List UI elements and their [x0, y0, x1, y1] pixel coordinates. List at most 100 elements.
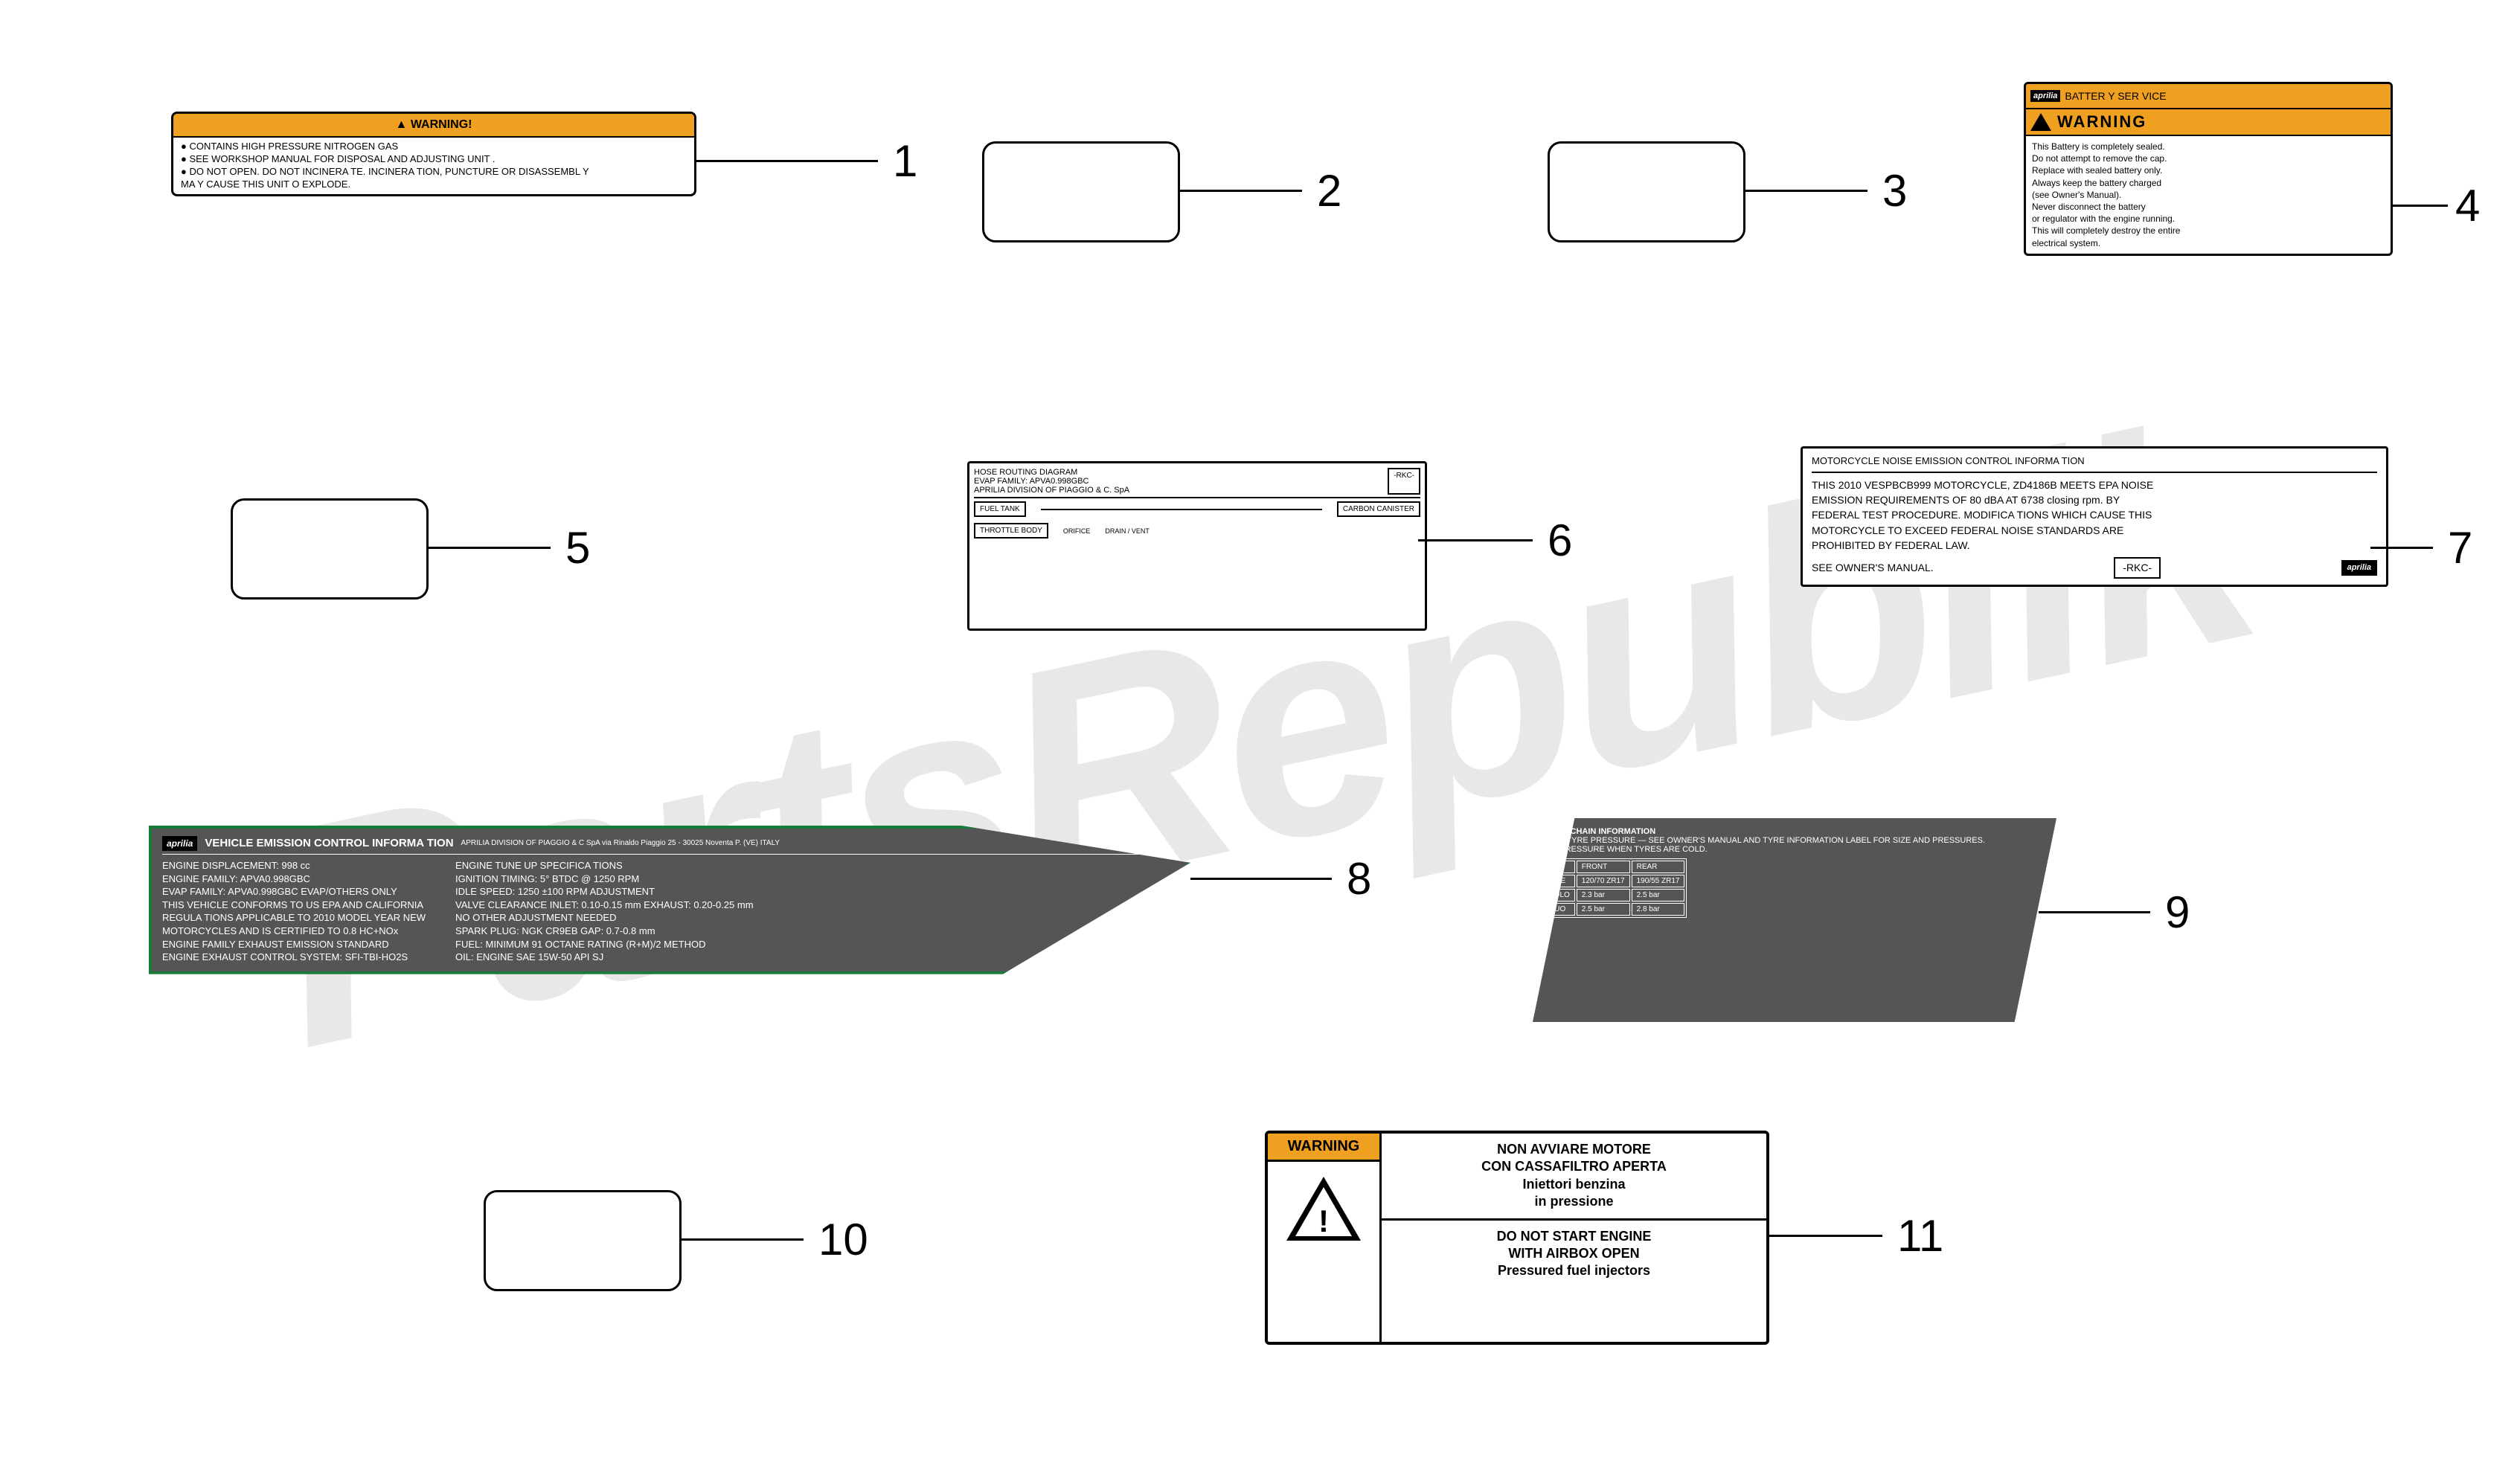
label11-italian: NON AVVIARE MOTORE CON CASSAFILTRO APERT…	[1382, 1134, 1766, 1221]
warning-triangle-icon	[2030, 113, 2051, 131]
label8-line: SPARK PLUG: NGK CR9EB GAP: 0.7-0.8 mm	[455, 925, 754, 938]
label1-line: ● CONTAINS HIGH PRESSURE NITROGEN GAS	[181, 141, 687, 153]
callout-number-10: 10	[818, 1214, 868, 1265]
label7-code: -RKC-	[2114, 557, 2161, 578]
label8-title: VEHICLE EMISSION CONTROL INFORMA TION	[205, 836, 453, 851]
label11-warning-text: WARNING	[1268, 1134, 1379, 1162]
label11-line: CON CASSAFILTRO APERTA	[1481, 1159, 1667, 1174]
label4-line: Do not attempt to remove the cap.	[2032, 152, 2385, 164]
label4-line: Always keep the battery charged	[2032, 177, 2385, 189]
cell: 2.5 bar	[1632, 889, 1685, 901]
label-placeholder-5	[231, 498, 429, 600]
label8-line: THIS VEHICLE CONFORMS TO US EPA AND CALI…	[162, 899, 426, 912]
label6-code: -RKC-	[1388, 468, 1420, 495]
label11-left: WARNING !	[1268, 1134, 1382, 1342]
label6-diagram-row2: THROTTLE BODY ORIFICE DRAIN / VENT	[974, 523, 1420, 539]
label4-line: or regulator with the engine running.	[2032, 213, 2385, 225]
label8-line: ENGINE FAMILY: APVA0.998GBC	[162, 872, 426, 886]
label11-line: Pressured fuel injectors	[1498, 1263, 1650, 1278]
label11-line: Iniettori benzina	[1522, 1177, 1625, 1192]
label8-line: ENGINE EXHAUST CONTROL SYSTEM: SFI-TBI-H…	[162, 951, 426, 964]
label9-title: TYRE / CHAIN INFORMATION	[1542, 827, 2048, 836]
leader-9	[2039, 911, 2150, 913]
label6-note: ORIFICE	[1063, 527, 1091, 535]
label8-line: NO OTHER ADJUSTMENT NEEDED	[455, 911, 754, 925]
cell	[1544, 861, 1575, 873]
leader-6	[1418, 539, 1533, 541]
leader-1	[695, 160, 878, 162]
label-hose-routing: HOSE ROUTING DIAGRAM EVAP FAMILY: APVA0.…	[967, 461, 1427, 631]
cell: 2.8 bar	[1632, 903, 1685, 916]
label4-body: This Battery is completely sealed. Do no…	[2026, 136, 2391, 254]
label7-line: THIS 2010 VESPBCB999 MOTORCYCLE, ZD4186B…	[1812, 478, 2377, 492]
label4-line: Replace with sealed battery only.	[2032, 164, 2385, 176]
label11-line: WITH AIRBOX OPEN	[1508, 1246, 1639, 1261]
label8-col-right: ENGINE TUNE UP SPECIFICA TIONS IGNITION …	[455, 859, 754, 963]
label8-brand: aprilia	[162, 836, 197, 851]
leader-4	[2391, 205, 2448, 207]
callout-number-2: 2	[1317, 165, 1341, 216]
label8-line: ENGINE TUNE UP SPECIFICA TIONS	[455, 859, 754, 872]
label7-footer: SEE OWNER'S MANUAL. -RKC- aprilia	[1812, 557, 2377, 578]
callout-number-3: 3	[1882, 165, 1907, 216]
callout-number-11: 11	[1897, 1210, 1943, 1261]
label-noise-emission: MOTORCYCLE NOISE EMISSION CONTROL INFORM…	[1801, 446, 2388, 587]
warning-triangle-icon: !	[1286, 1177, 1361, 1241]
label8-line: IGNITION TIMING: 5° BTDC @ 1250 RPM	[455, 872, 754, 886]
label7-line: EMISSION REQUIREMENTS OF 80 dBA AT 6738 …	[1812, 492, 2377, 507]
label11-line: DO NOT START ENGINE	[1497, 1229, 1652, 1244]
label8-col-left: ENGINE DISPLACEMENT: 998 cc ENGINE FAMIL…	[162, 859, 426, 963]
label-battery-warning: aprilia BATTER Y SER VICE WARNING This B…	[2024, 82, 2393, 256]
label8-line: OIL: ENGINE SAE 15W-50 API SJ	[455, 951, 754, 964]
label8-line: REGULA TIONS APPLICABLE TO 2010 MODEL YE…	[162, 911, 426, 925]
label4-line: electrical system.	[2032, 237, 2385, 249]
cell: REAR	[1632, 861, 1685, 873]
cell: FRONT	[1577, 861, 1630, 873]
label8-columns: ENGINE DISPLACEMENT: 998 cc ENGINE FAMIL…	[162, 859, 1177, 963]
hose-line	[1041, 509, 1322, 510]
label11-right: NON AVVIARE MOTORE CON CASSAFILTRO APERT…	[1382, 1134, 1766, 1342]
label8-line: FUEL: MINIMUM 91 OCTANE RATING (R+M)/2 M…	[455, 938, 754, 951]
label6-title: HOSE ROUTING DIAGRAM	[974, 468, 1129, 477]
label4-top: aprilia BATTER Y SER VICE	[2026, 84, 2391, 109]
label6-header: HOSE ROUTING DIAGRAM EVAP FAMILY: APVA0.…	[974, 468, 1420, 498]
label4-line: This will completely destroy the entire	[2032, 225, 2385, 237]
label9-line: SET PRESSURE WHEN TYRES ARE COLD.	[1542, 845, 2048, 854]
label4-line: Never disconnect the battery	[2032, 201, 2385, 213]
label8-line: MOTORCYCLES AND IS CERTIFIED TO 0.8 HC+N…	[162, 925, 426, 938]
label11-line: in pressione	[1534, 1194, 1613, 1209]
callout-number-5: 5	[565, 522, 590, 573]
cell: 190/55 ZR17	[1632, 875, 1685, 887]
label1-line: ● DO NOT OPEN. DO NOT INCINERA TE. INCIN…	[181, 166, 687, 179]
callout-number-4: 4	[2455, 180, 2480, 231]
label6-subtitle: EVAP FAMILY: APVA0.998GBC	[974, 477, 1129, 486]
label-vehicle-emission-wrap: aprilia VEHICLE EMISSION CONTROL INFORMA…	[149, 826, 1190, 974]
label11-english: DO NOT START ENGINE WITH AIRBOX OPEN Pre…	[1382, 1221, 1766, 1288]
leader-5	[427, 547, 551, 549]
label-shock-warning: ▲ WARNING! ● CONTAINS HIGH PRESSURE NITR…	[171, 112, 696, 196]
callout-number-8: 8	[1347, 853, 1371, 904]
label6-diagram: FUEL TANK CARBON CANISTER	[974, 501, 1420, 517]
label-vehicle-emission: aprilia VEHICLE EMISSION CONTROL INFORMA…	[149, 826, 1190, 974]
cell: DUO	[1544, 903, 1575, 916]
label1-body: ● CONTAINS HIGH PRESSURE NITROGEN GAS ● …	[173, 138, 694, 194]
label8-line: ENGINE FAMILY EXHAUST EMISSION STANDARD	[162, 938, 426, 951]
callout-number-9: 9	[2165, 887, 2190, 938]
cell: SOLO	[1544, 889, 1575, 901]
leader-11	[1766, 1235, 1882, 1237]
callout-number-1: 1	[893, 135, 917, 187]
exclamation-icon: !	[1318, 1203, 1329, 1239]
label4-brand: aprilia	[2030, 90, 2060, 102]
leader-8	[1190, 878, 1332, 880]
label-tyre-info: TYRE / CHAIN INFORMATION COLD TYRE PRESS…	[1533, 818, 2056, 1022]
leader-3	[1744, 190, 1867, 192]
cell: SIZE	[1544, 875, 1575, 887]
label7-line: PROHIBITED BY FEDERAL LAW.	[1812, 538, 2377, 553]
label8-subtitle: APRILIA DIVISION OF PIAGGIO & C SpA via …	[461, 838, 780, 849]
label9-table: FRONTREAR SIZE120/70 ZR17190/55 ZR17 SOL…	[1542, 858, 1687, 918]
label-airbox-warning: WARNING ! NON AVVIARE MOTORE CON CASSAFI…	[1265, 1131, 1769, 1345]
label7-line: SEE OWNER'S MANUAL.	[1812, 560, 1934, 575]
label1-band: ▲ WARNING!	[173, 114, 694, 138]
label4-warn-band: WARNING	[2026, 109, 2391, 136]
label6-maker: APRILIA DIVISION OF PIAGGIO & C. SpA	[974, 486, 1129, 495]
